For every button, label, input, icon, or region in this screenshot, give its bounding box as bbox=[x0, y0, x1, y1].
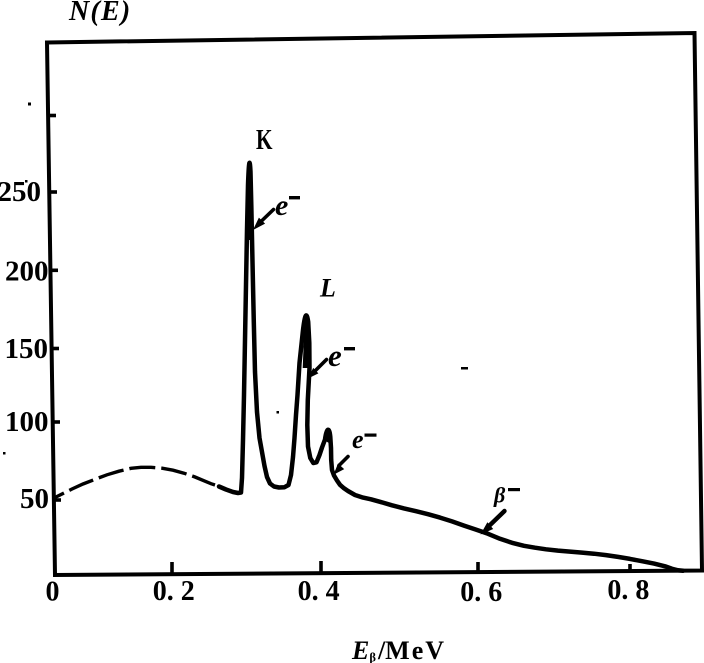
svg-text:β: β bbox=[493, 483, 506, 508]
svg-text:0. 8: 0. 8 bbox=[607, 575, 649, 606]
svg-text:e: e bbox=[328, 338, 342, 373]
svg-text:0: 0 bbox=[46, 577, 60, 608]
svg-text:50: 50 bbox=[20, 483, 49, 515]
svg-text:200: 200 bbox=[5, 256, 49, 288]
svg-text:L: L bbox=[319, 274, 336, 303]
svg-text:0. 4: 0. 4 bbox=[298, 576, 340, 607]
svg-text:Eβ/MeV: Eβ/MeV bbox=[351, 636, 446, 663]
svg-text:N(E): N(E) bbox=[68, 0, 131, 27]
svg-text:150: 150 bbox=[5, 333, 49, 365]
svg-text:250: 250 bbox=[0, 176, 41, 208]
svg-text:e: e bbox=[275, 189, 288, 222]
svg-text:K: K bbox=[256, 125, 273, 156]
svg-text:0. 6: 0. 6 bbox=[460, 577, 502, 608]
svg-text:100: 100 bbox=[5, 406, 49, 438]
svg-text:e: e bbox=[352, 425, 364, 454]
svg-text:0. 2: 0. 2 bbox=[153, 576, 195, 607]
